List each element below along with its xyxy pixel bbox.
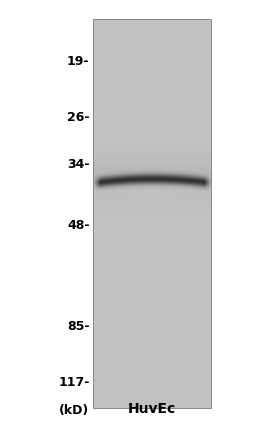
Text: 117-: 117- — [58, 376, 89, 389]
Text: 85-: 85- — [67, 320, 89, 333]
Text: 26-: 26- — [67, 111, 89, 124]
Text: HuvEc: HuvEc — [128, 402, 176, 416]
Text: 19-: 19- — [67, 55, 89, 68]
Text: (kD): (kD) — [59, 404, 89, 417]
Text: 34-: 34- — [67, 158, 89, 171]
Text: 48-: 48- — [67, 219, 89, 232]
Bar — [93, 19, 211, 408]
